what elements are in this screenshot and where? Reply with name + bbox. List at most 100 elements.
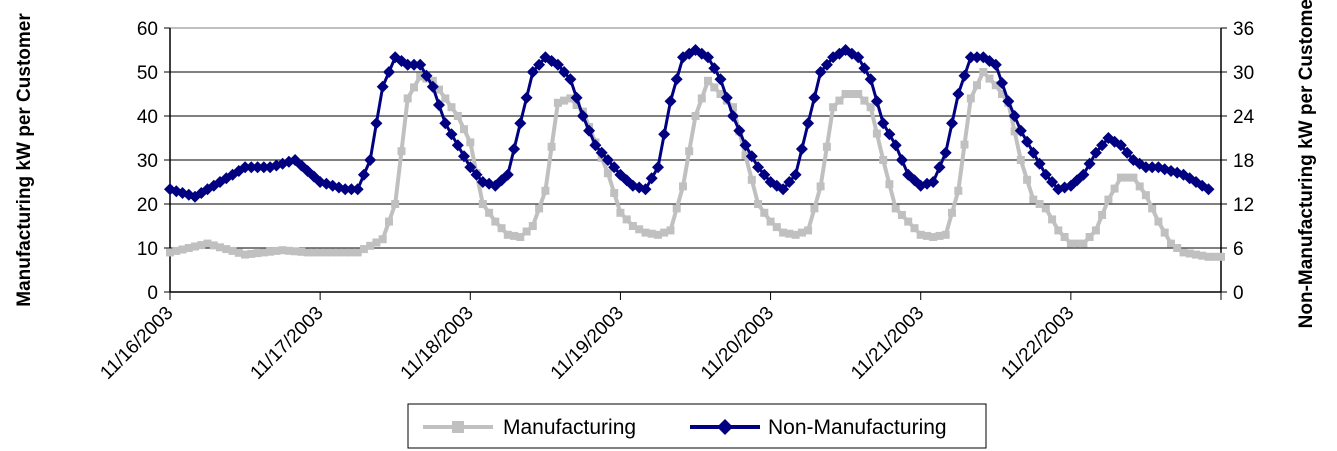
data-point-non-manufacturing bbox=[601, 154, 614, 166]
data-point-manufacturing bbox=[691, 112, 700, 120]
data-point-manufacturing bbox=[234, 248, 243, 257]
data-point-manufacturing bbox=[979, 68, 988, 76]
data-point-manufacturing bbox=[628, 222, 637, 230]
data-point-manufacturing bbox=[166, 248, 174, 257]
y-right-tick-label: 18 bbox=[1233, 151, 1254, 172]
data-point-non-manufacturing bbox=[1021, 135, 1034, 148]
data-point-manufacturing bbox=[822, 142, 831, 151]
data-point-non-manufacturing bbox=[870, 95, 883, 108]
data-point-manufacturing bbox=[372, 238, 381, 247]
data-point-non-manufacturing bbox=[933, 161, 946, 174]
data-point-non-manufacturing bbox=[376, 80, 389, 93]
data-point-non-manufacturing bbox=[345, 183, 358, 196]
data-point-non-manufacturing bbox=[645, 172, 658, 185]
data-point-non-manufacturing bbox=[664, 95, 677, 108]
y-axis-left-title: Manufacturing kW per Customer bbox=[14, 13, 35, 307]
data-point-manufacturing bbox=[385, 217, 393, 226]
data-point-non-manufacturing bbox=[670, 73, 683, 86]
data-point-manufacturing bbox=[1023, 175, 1032, 184]
data-point-manufacturing bbox=[1016, 156, 1025, 164]
legend: Manufacturing Non-Manufacturing bbox=[407, 403, 987, 449]
data-point-manufacturing bbox=[866, 103, 875, 112]
data-point-manufacturing bbox=[403, 94, 412, 103]
data-point-manufacturing bbox=[503, 230, 512, 239]
data-point-non-manufacturing bbox=[927, 176, 940, 188]
data-point-manufacturing bbox=[660, 228, 669, 237]
data-point-manufacturing bbox=[1010, 127, 1019, 136]
data-point-non-manufacturing bbox=[564, 73, 577, 86]
data-point-manufacturing bbox=[278, 246, 287, 255]
data-point-non-manufacturing bbox=[733, 124, 746, 137]
data-point-non-manufacturing bbox=[708, 62, 721, 75]
data-point-non-manufacturing bbox=[1033, 157, 1046, 170]
data-point-non-manufacturing bbox=[1008, 110, 1021, 122]
data-point-non-manufacturing bbox=[714, 73, 727, 86]
data-point-manufacturing bbox=[1148, 204, 1157, 213]
data-point-manufacturing bbox=[572, 101, 581, 109]
data-point-non-manufacturing bbox=[245, 161, 258, 174]
data-point-manufacturing bbox=[441, 94, 450, 103]
data-point-non-manufacturing bbox=[501, 168, 514, 181]
x-tick-label: 11/20/2003 bbox=[697, 303, 778, 384]
data-point-manufacturing bbox=[704, 76, 712, 85]
data-point-non-manufacturing bbox=[802, 117, 815, 130]
data-point-manufacturing bbox=[741, 151, 750, 160]
data-point-manufacturing bbox=[1035, 200, 1044, 208]
data-point-non-manufacturing bbox=[939, 146, 952, 159]
data-point-non-manufacturing bbox=[1039, 168, 1052, 181]
data-point-manufacturing bbox=[685, 147, 694, 156]
data-point-non-manufacturing bbox=[383, 66, 395, 78]
data-point-manufacturing bbox=[1154, 217, 1163, 226]
data-point-non-manufacturing bbox=[351, 183, 364, 196]
data-point-manufacturing bbox=[466, 138, 475, 147]
data-point-manufacturing bbox=[247, 249, 256, 258]
data-point-non-manufacturing bbox=[1077, 168, 1090, 181]
y-left-tick-label: 20 bbox=[137, 195, 158, 216]
data-point-manufacturing bbox=[184, 244, 193, 252]
data-point-manufacturing bbox=[872, 129, 881, 138]
data-point-manufacturing bbox=[491, 217, 500, 226]
data-point-non-manufacturing bbox=[989, 58, 1002, 71]
y-left-tick-label: 40 bbox=[137, 107, 158, 128]
data-point-non-manufacturing bbox=[1046, 176, 1059, 188]
data-point-manufacturing bbox=[547, 142, 556, 151]
data-point-manufacturing bbox=[528, 222, 537, 230]
data-point-manufacturing bbox=[216, 243, 224, 252]
data-point-manufacturing bbox=[710, 83, 719, 92]
data-point-non-manufacturing bbox=[445, 128, 458, 141]
x-tick-label: 11/22/2003 bbox=[997, 303, 1078, 384]
data-point-manufacturing bbox=[560, 96, 569, 105]
x-tick-label: 11/18/2003 bbox=[397, 303, 478, 384]
data-point-manufacturing bbox=[797, 228, 806, 237]
data-point-non-manufacturing bbox=[1202, 183, 1215, 196]
data-point-manufacturing bbox=[303, 248, 312, 257]
data-point-non-manufacturing bbox=[702, 51, 714, 64]
data-point-manufacturing bbox=[760, 208, 769, 217]
data-point-manufacturing bbox=[453, 112, 462, 120]
data-point-non-manufacturing bbox=[889, 139, 902, 152]
data-point-manufacturing bbox=[835, 96, 844, 105]
data-point-manufacturing bbox=[391, 200, 400, 208]
y-left-tick-label: 0 bbox=[147, 283, 158, 304]
data-point-manufacturing bbox=[860, 96, 869, 105]
data-point-non-manufacturing bbox=[1139, 161, 1152, 174]
data-point-manufacturing bbox=[985, 74, 994, 83]
y-left-tick-label: 60 bbox=[137, 19, 158, 40]
data-point-manufacturing bbox=[284, 246, 293, 255]
data-point-manufacturing bbox=[1192, 250, 1200, 259]
data-point-non-manufacturing bbox=[370, 117, 383, 130]
data-point-manufacturing bbox=[516, 233, 525, 241]
data-point-manufacturing bbox=[266, 247, 275, 256]
data-point-manufacturing bbox=[603, 169, 612, 178]
data-point-manufacturing bbox=[923, 231, 931, 240]
data-point-manufacturing bbox=[666, 226, 675, 235]
data-point-manufacturing bbox=[948, 208, 956, 217]
data-point-manufacturing bbox=[1085, 233, 1094, 241]
data-point-manufacturing bbox=[998, 90, 1006, 98]
data-point-non-manufacturing bbox=[1083, 157, 1096, 170]
data-point-manufacturing bbox=[973, 81, 981, 90]
data-point-non-manufacturing bbox=[852, 51, 865, 64]
data-point-non-manufacturing bbox=[652, 161, 664, 174]
data-point-non-manufacturing bbox=[576, 110, 589, 122]
